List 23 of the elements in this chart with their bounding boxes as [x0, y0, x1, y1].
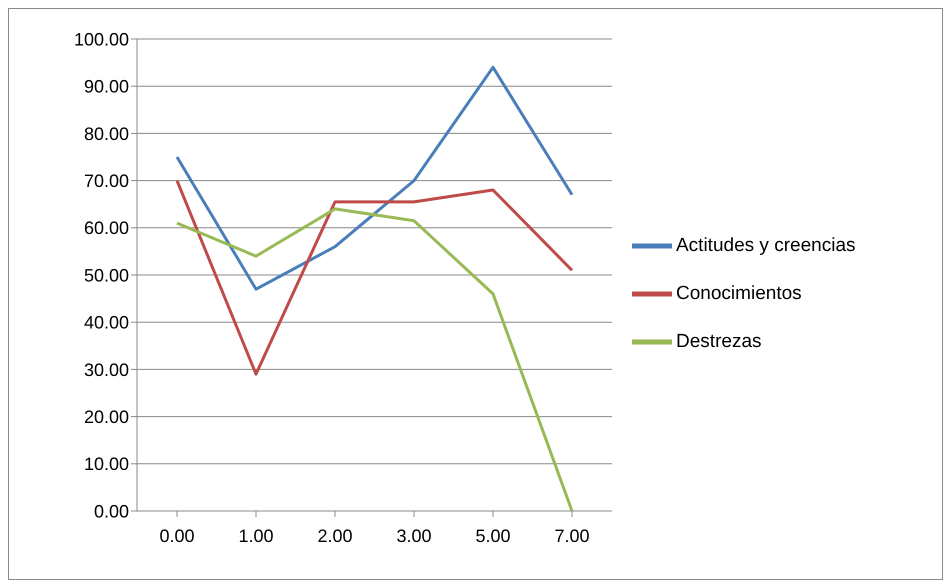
x-tick-label: 1.00 [238, 526, 274, 546]
y-tick-label: 70.00 [84, 170, 129, 191]
y-tick-label: 50.00 [84, 265, 129, 286]
y-tick-label: 10.00 [84, 454, 129, 474]
x-tick-label: 5.00 [475, 526, 511, 546]
y-tick-label: 40.00 [84, 312, 129, 333]
y-tick-label: 100.00 [74, 29, 129, 50]
line-series [176, 66, 574, 291]
legend-label: Conocimientos [676, 283, 802, 304]
y-tick-label: 30.00 [84, 360, 129, 380]
x-tick-label: 2.00 [317, 526, 353, 546]
y-tick-label: 0.00 [94, 501, 129, 522]
x-tick-label: 7.00 [554, 526, 590, 546]
line-series [176, 179, 574, 376]
legend-label: Actitudes y creencias [676, 235, 856, 256]
legend-label: Destrezas [676, 331, 762, 352]
x-tick-label: 0.00 [159, 526, 195, 546]
y-tick-label: 90.00 [84, 76, 129, 97]
line-series [176, 207, 574, 511]
y-tick-label: 80.00 [84, 124, 129, 144]
y-tick-label: 60.00 [84, 218, 129, 238]
y-tick-label: 20.00 [84, 406, 129, 427]
x-tick-label: 3.00 [396, 526, 432, 546]
